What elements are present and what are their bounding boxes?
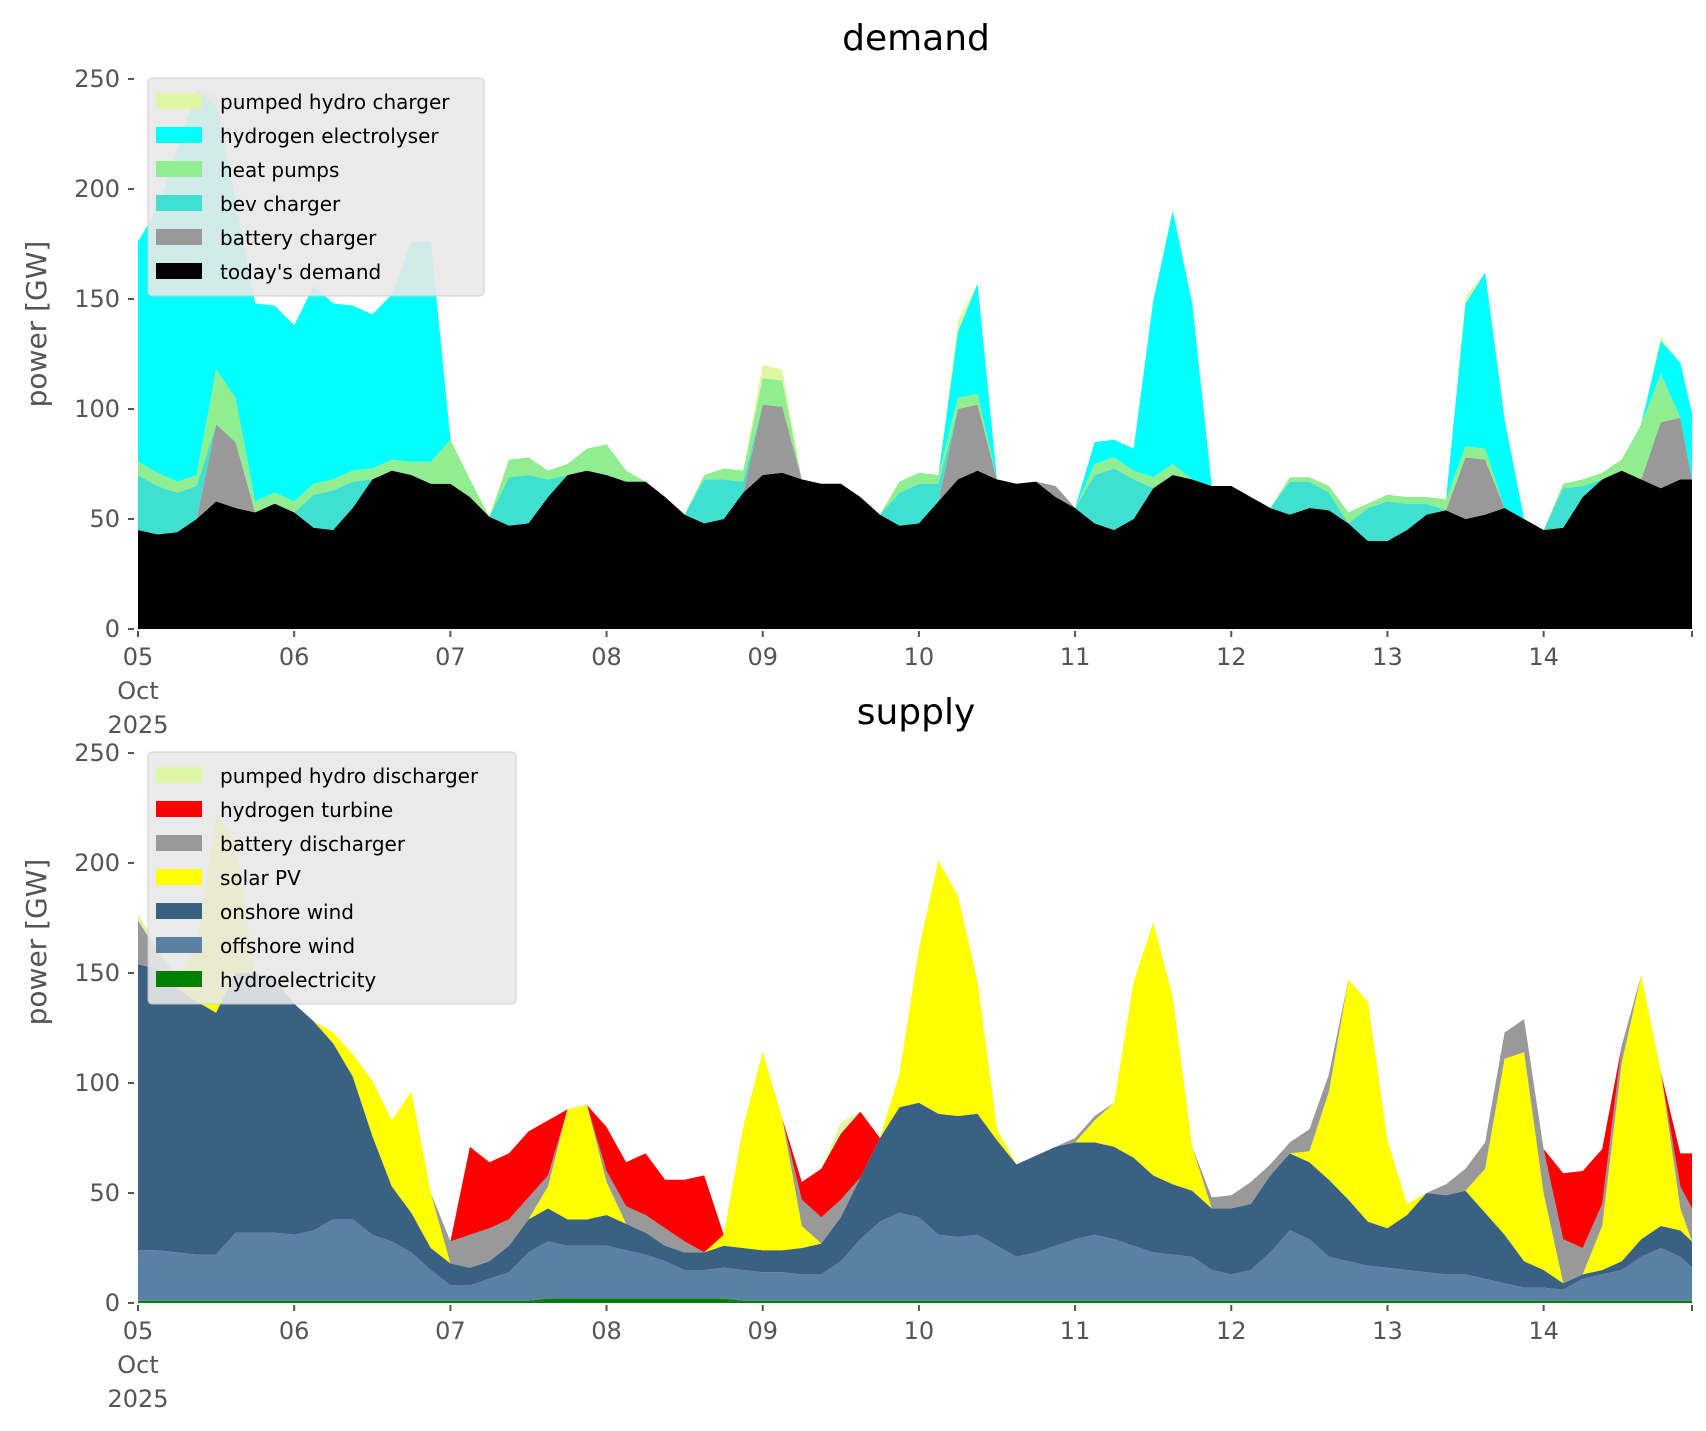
y-axis: 0 50 100 150 200 250 [74, 65, 134, 643]
x-tick-label: 08 [591, 1317, 622, 1345]
legend-label: offshore wind [220, 934, 355, 958]
legend-box [147, 77, 485, 297]
x-tick-label: 06 [279, 643, 310, 671]
y-tick-label: 250 [74, 65, 120, 93]
area-offshore-wind [138, 1212, 1692, 1301]
chart-title: demand [842, 18, 990, 59]
legend-label: pumped hydro charger [220, 90, 450, 114]
legend-swatch [156, 869, 202, 885]
x-tick-label: 13 [1372, 643, 1403, 671]
x-axis: 05 Oct 2025 06 07 08 09 10 11 12 13 14 [107, 1305, 1693, 1413]
legend-swatch [156, 263, 202, 279]
legend-swatch [156, 903, 202, 919]
area-bev-charger [138, 402, 1692, 541]
legend-label: today's demand [220, 260, 381, 284]
legend-swatch [156, 971, 202, 987]
x-tick-label: 10 [904, 643, 935, 671]
legend-label: hydroelectricity [220, 968, 376, 992]
x-tick-label: 11 [1060, 1317, 1091, 1345]
y-tick-label: 200 [74, 175, 120, 203]
x-tick-label: 08 [591, 643, 622, 671]
y-axis-label: power [GW] [20, 241, 53, 408]
legend-swatch [156, 93, 202, 109]
x-tick-label: 06 [279, 1317, 310, 1345]
y-tick-label: 100 [74, 395, 120, 423]
legend-box [147, 751, 517, 1005]
x-tick-label: Oct [117, 677, 159, 705]
supply-chart: supply 0 50 100 150 200 250 05 Oct 2025 06 07 08 09… [20, 692, 1693, 1413]
x-tick-label: 05 [123, 643, 154, 671]
y-tick-label: 50 [89, 505, 120, 533]
legend-swatch [156, 937, 202, 953]
area-today-s-demand [138, 470, 1692, 629]
x-tick-label: 13 [1372, 1317, 1403, 1345]
legend-label: solar PV [220, 866, 301, 890]
area-onshore-wind [138, 964, 1692, 1290]
x-tick-label: 12 [1216, 643, 1247, 671]
x-tick-label: 07 [435, 1317, 466, 1345]
x-tick-label: 2025 [107, 1385, 168, 1413]
legend-swatch [156, 767, 202, 783]
legend-label: hydrogen electrolyser [220, 124, 439, 148]
supply-areas [138, 814, 1692, 1303]
demand-areas [138, 90, 1692, 629]
legend-label: battery discharger [220, 832, 406, 856]
x-tick-label: 2025 [107, 711, 168, 739]
legend-swatch [156, 835, 202, 851]
area-heat-pumps [138, 358, 1692, 530]
x-tick-label: 10 [904, 1317, 935, 1345]
x-tick-label: 14 [1528, 1317, 1559, 1345]
x-tick-label: 09 [747, 1317, 778, 1345]
x-tick-label: 09 [747, 643, 778, 671]
legend-swatch [156, 127, 202, 143]
y-axis: 0 50 100 150 200 250 [74, 739, 134, 1317]
y-tick-label: 250 [74, 739, 120, 767]
y-axis-label: power [GW] [20, 859, 53, 1026]
legend-label: bev charger [220, 192, 341, 216]
legend-swatch [156, 195, 202, 211]
x-tick-label: 07 [435, 643, 466, 671]
y-tick-label: 100 [74, 1069, 120, 1097]
demand-chart: demand 0 50 100 150 200 250 05 Oct 2025 06 07 08 09… [20, 18, 1693, 739]
chart-title: supply [857, 692, 976, 733]
legend-label: heat pumps [220, 158, 339, 182]
x-tick-label: 11 [1060, 643, 1091, 671]
y-tick-label: 150 [74, 285, 120, 313]
legend: pumped hydro discharger hydrogen turbine b… [147, 751, 517, 1005]
x-tick-label: Oct [117, 1351, 159, 1379]
legend-label: hydrogen turbine [220, 798, 393, 822]
x-tick-label: 05 [123, 1317, 154, 1345]
area-solar-pv [138, 814, 1692, 1284]
area-hydrogen-turbine [138, 814, 1692, 1257]
legend-swatch [156, 229, 202, 245]
y-tick-label: 150 [74, 959, 120, 987]
y-tick-label: 0 [105, 1289, 120, 1317]
y-tick-label: 0 [105, 615, 120, 643]
legend-label: onshore wind [220, 900, 354, 924]
y-tick-label: 50 [89, 1179, 120, 1207]
x-axis: 05 Oct 2025 06 07 08 09 10 11 12 13 14 [107, 631, 1693, 739]
x-tick-label: 12 [1216, 1317, 1247, 1345]
legend: pumped hydro charger hydrogen electrolyse… [147, 77, 485, 297]
area-hydrogen-electrolyser [138, 90, 1692, 530]
legend-swatch [156, 161, 202, 177]
legend-label: battery charger [220, 226, 377, 250]
x-tick-label: 14 [1528, 643, 1559, 671]
legend-swatch [156, 801, 202, 817]
legend-label: pumped hydro discharger [220, 764, 479, 788]
y-tick-label: 200 [74, 849, 120, 877]
